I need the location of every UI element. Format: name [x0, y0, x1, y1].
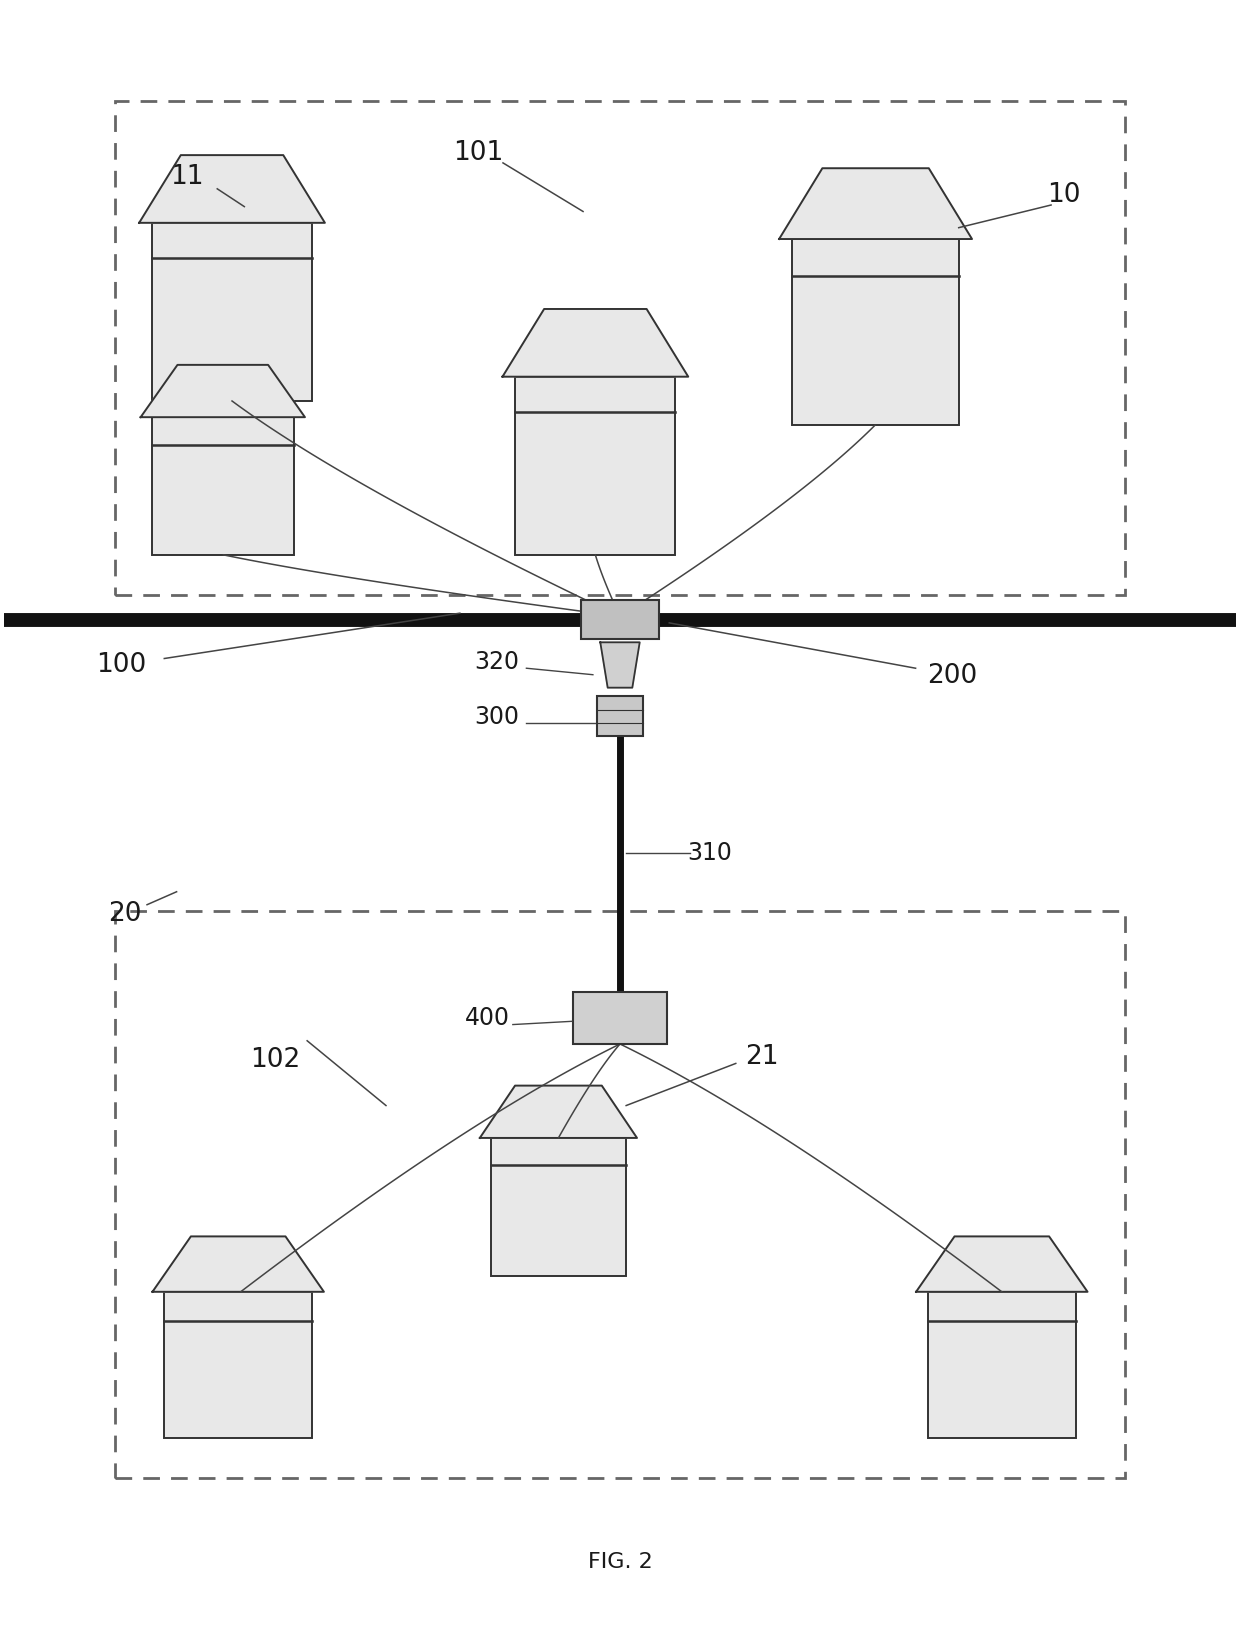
Bar	[153, 417, 294, 555]
Bar	[115, 101, 1125, 596]
Bar	[516, 376, 676, 555]
Polygon shape	[153, 1236, 324, 1291]
Text: 100: 100	[95, 651, 146, 677]
Text: 20: 20	[108, 902, 141, 928]
Polygon shape	[480, 1086, 637, 1138]
Bar	[153, 223, 312, 400]
Polygon shape	[600, 643, 640, 687]
Text: 11: 11	[170, 164, 203, 190]
Text: 102: 102	[250, 1047, 300, 1073]
Text: 300: 300	[475, 705, 520, 729]
Bar	[596, 695, 644, 736]
Polygon shape	[502, 309, 688, 376]
Polygon shape	[139, 155, 325, 223]
Text: 310: 310	[687, 842, 733, 864]
Bar	[928, 1291, 1076, 1438]
Polygon shape	[140, 365, 305, 417]
Bar	[792, 239, 959, 425]
Polygon shape	[779, 168, 972, 239]
Text: 101: 101	[454, 140, 503, 166]
Text: 10: 10	[1047, 182, 1080, 208]
Text: FIG. 2: FIG. 2	[588, 1551, 652, 1573]
Bar	[115, 912, 1125, 1478]
Bar	[573, 991, 667, 1044]
Text: 320: 320	[475, 650, 520, 674]
Polygon shape	[916, 1236, 1087, 1291]
Bar	[491, 1138, 626, 1276]
Text: 400: 400	[465, 1006, 510, 1031]
Text: 21: 21	[745, 1044, 779, 1070]
Text: 200: 200	[928, 663, 977, 689]
Bar	[164, 1291, 312, 1438]
Bar	[580, 601, 660, 640]
